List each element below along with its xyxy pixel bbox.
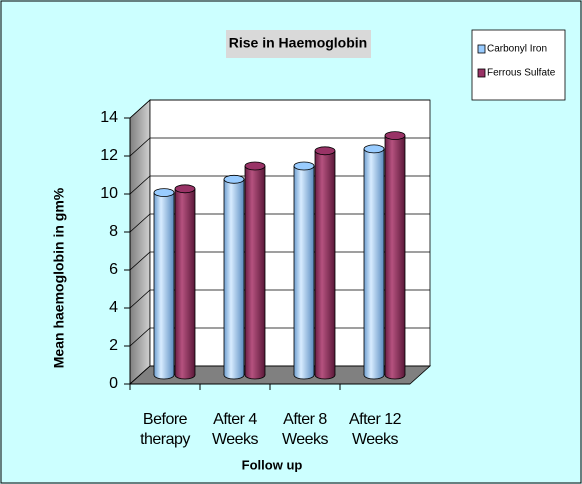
bar-part xyxy=(294,166,314,375)
grid-line xyxy=(129,251,430,271)
legend-swatch xyxy=(477,44,486,54)
x-tick-label: After 12 Weeks xyxy=(348,411,402,448)
legend-swatch xyxy=(477,68,486,78)
y-tick-label: 12 xyxy=(100,147,118,164)
bar-part xyxy=(293,161,315,171)
legend-label: Ferrous Sulfate xyxy=(487,68,556,79)
grid-line xyxy=(129,213,430,233)
grid-line xyxy=(129,327,430,347)
y-tick-label: 2 xyxy=(109,337,118,354)
bar-part xyxy=(384,131,406,141)
grid-line xyxy=(129,175,430,195)
y-tick-label: 14 xyxy=(100,109,118,126)
grid-line xyxy=(129,137,430,157)
bar-part xyxy=(245,166,265,375)
y-tick-label: 4 xyxy=(109,299,118,316)
bar-part xyxy=(385,135,405,375)
bar-part xyxy=(224,179,244,375)
bar-part xyxy=(175,188,195,375)
bar xyxy=(244,161,266,380)
legend-box xyxy=(471,29,566,101)
grid-line xyxy=(129,289,430,309)
grid-line xyxy=(129,99,430,119)
side-wall xyxy=(129,99,151,385)
bar xyxy=(174,184,196,380)
y-axis-title: Mean haemoglobin in gm% xyxy=(51,187,67,368)
bar-part xyxy=(244,161,266,171)
y-tick-label: 6 xyxy=(109,261,118,278)
x-tick-label: After 4 Weeks xyxy=(211,411,259,448)
bar xyxy=(363,144,385,380)
bar xyxy=(293,161,315,380)
bar xyxy=(384,131,406,380)
y-tick-label: 10 xyxy=(100,185,118,202)
x-axis-title: Follow up xyxy=(242,457,303,472)
bar xyxy=(153,188,175,380)
bar xyxy=(223,174,245,380)
title-box xyxy=(226,30,371,58)
y-tick-label: 8 xyxy=(109,223,118,240)
chart-title: Rise in Haemoglobin xyxy=(229,35,367,51)
bar-part xyxy=(153,188,175,198)
legend-label: Carbonyl Iron xyxy=(487,44,547,55)
bar-part xyxy=(363,144,385,154)
bar-part xyxy=(223,174,245,184)
bar-part xyxy=(154,192,174,375)
x-tick-label: Before therapy xyxy=(140,411,190,448)
bar-part xyxy=(314,146,336,156)
bar-part xyxy=(315,150,335,375)
bar xyxy=(314,146,336,380)
bar-part xyxy=(174,184,196,194)
grid-line xyxy=(129,365,430,385)
x-tick-label: After 8 Weeks xyxy=(281,411,329,448)
bar-part xyxy=(364,148,384,375)
y-tick-label: 0 xyxy=(109,375,118,392)
